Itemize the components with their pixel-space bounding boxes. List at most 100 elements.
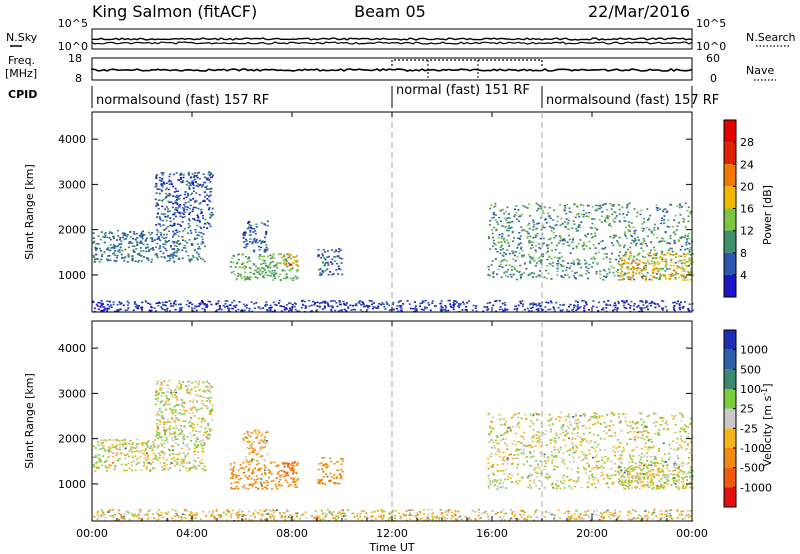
echo-cell (92, 463, 95, 466)
echo-cell (138, 234, 141, 237)
echo-cell (613, 308, 616, 311)
echo-cell (124, 309, 127, 312)
echo-cell (257, 267, 259, 270)
echo-cell (629, 421, 632, 423)
echo-cell (173, 457, 175, 459)
echo-cell (499, 209, 502, 212)
echo-cell (445, 306, 448, 309)
echo-cell (174, 388, 177, 391)
echo-cell (290, 264, 293, 266)
echo-cell (595, 204, 598, 207)
echo-cell (177, 419, 180, 422)
echo-cell (290, 309, 292, 311)
echo-cell (196, 219, 199, 222)
echo-cell (100, 448, 102, 450)
echo-cell (255, 226, 258, 228)
echo-cell (580, 443, 582, 446)
echo-cell (163, 403, 166, 405)
echo-cell (190, 388, 193, 390)
echo-cell (535, 251, 538, 253)
echo-cell (304, 307, 307, 309)
echo-cell (388, 309, 391, 312)
echo-cell (633, 468, 636, 471)
echo-cell (107, 249, 110, 251)
echo-cell (548, 262, 551, 265)
echo-cell (606, 304, 609, 306)
echo-cell (100, 443, 103, 446)
echo-cell (181, 221, 184, 223)
echo-cell (458, 306, 460, 309)
echo-cell (621, 413, 624, 415)
echo-cell (188, 258, 191, 261)
echo-cell (690, 278, 692, 281)
echo-cell (690, 448, 692, 451)
echo-cell (536, 223, 539, 225)
echo-cell (207, 422, 210, 425)
echo-cell (176, 211, 179, 214)
echo-cell (560, 263, 562, 266)
echo-cell (191, 303, 194, 306)
echo-cell (205, 385, 208, 388)
echo-cell (567, 262, 570, 265)
echo-cell (563, 479, 566, 482)
echo-cell (243, 267, 246, 270)
echo-cell (166, 182, 168, 184)
echo-cell (631, 475, 634, 477)
echo-cell (235, 309, 238, 312)
echo-cell (520, 477, 523, 479)
echo-cell (170, 433, 173, 435)
echo-cell (667, 458, 670, 461)
echo-cell (684, 248, 687, 251)
echo-cell (665, 277, 668, 280)
echo-cell (165, 227, 168, 230)
echo-cell (202, 217, 204, 219)
echo-cell (135, 303, 138, 306)
echo-cell (633, 255, 636, 258)
echo-cell (248, 310, 251, 312)
echo-cell (495, 435, 498, 437)
echo-cell (162, 224, 165, 226)
echo-cell (244, 455, 247, 458)
echo-cell (582, 299, 585, 302)
echo-cell (193, 307, 196, 310)
echo-cell (536, 418, 539, 421)
echo-cell (171, 248, 174, 250)
echo-cell (602, 308, 605, 311)
echo-cell (652, 469, 655, 471)
echo-cell (674, 241, 676, 244)
echo-cell (623, 231, 626, 233)
echo-cell (527, 444, 530, 447)
echo-cell (200, 418, 203, 420)
echo-cell (168, 428, 171, 431)
echo-cell (590, 233, 593, 235)
echo-cell (144, 454, 147, 456)
echo-cell (317, 468, 320, 471)
echo-cell (572, 416, 575, 418)
echo-cell (244, 475, 247, 477)
echo-cell (497, 236, 500, 239)
echo-cell (121, 443, 124, 446)
echo-cell (504, 478, 507, 481)
echo-cell (557, 262, 560, 265)
echo-cell (264, 304, 266, 307)
echo-cell (323, 457, 326, 459)
echo-cell (558, 235, 561, 237)
echo-cell (594, 247, 597, 249)
echo-cell (319, 480, 322, 482)
echo-cell (196, 224, 199, 227)
echo-cell (537, 464, 540, 466)
echo-cell (579, 239, 582, 241)
echo-cell (313, 303, 316, 306)
echo-cell (566, 223, 569, 226)
echo-cell (326, 256, 329, 258)
echo-cell (640, 447, 643, 450)
echo-cell (514, 260, 517, 262)
echo-cell (184, 444, 187, 447)
echo-cell (174, 308, 177, 311)
echo-cell (551, 459, 554, 461)
echo-cell (503, 301, 506, 304)
echo-cell (246, 431, 249, 433)
echo-cell (536, 431, 539, 433)
echo-cell (636, 486, 639, 488)
echo-cell (681, 275, 683, 278)
